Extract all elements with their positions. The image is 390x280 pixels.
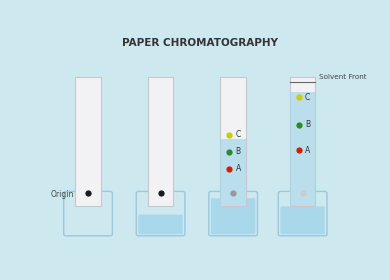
Text: PAPER CHROMATOGRAPHY: PAPER CHROMATOGRAPHY [122,38,278,48]
Bar [75,77,101,206]
Text: Solvent Front: Solvent Front [319,74,366,80]
Text: A: A [236,164,241,173]
Bar [148,77,174,206]
Bar [290,92,316,206]
Text: B: B [236,147,241,156]
Bar [220,139,246,206]
Bar [290,77,316,206]
Text: Origin: Origin [50,190,74,199]
Bar [220,77,246,206]
FancyBboxPatch shape [211,198,255,234]
Text: B: B [305,120,310,129]
Text: C: C [236,130,241,139]
FancyBboxPatch shape [280,206,325,234]
FancyBboxPatch shape [138,214,183,234]
Text: C: C [305,93,310,102]
Text: A: A [305,146,310,155]
